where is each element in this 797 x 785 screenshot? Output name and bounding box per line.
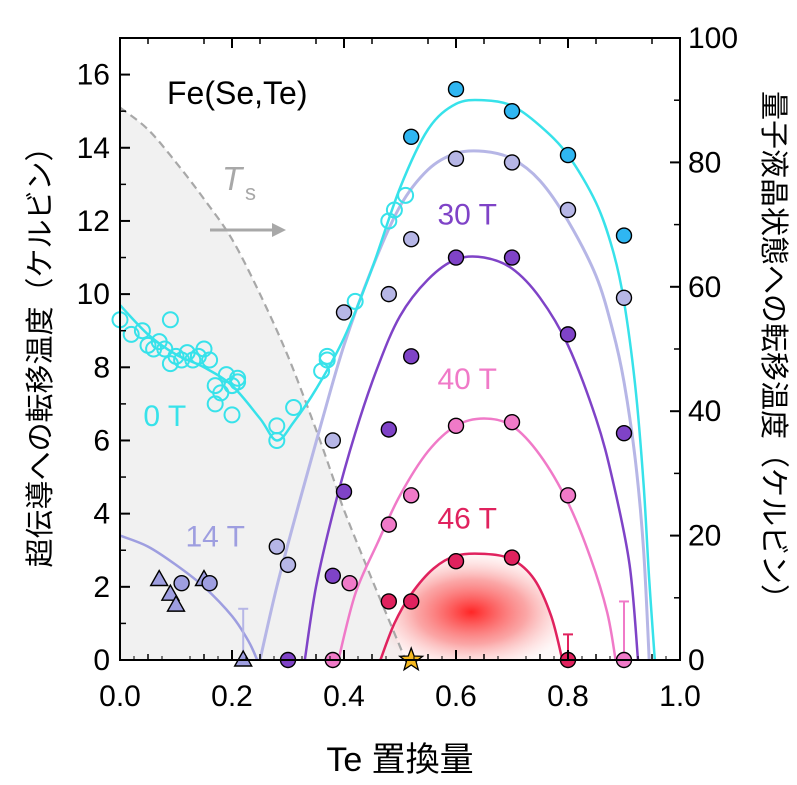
- point-14t-triangle: [149, 569, 169, 587]
- point-0t: [447, 81, 465, 98]
- y-right-tick-label: 0: [688, 644, 705, 677]
- point-46t: [380, 593, 397, 610]
- ts-curve: [120, 106, 407, 660]
- x-tick-label: 0.4: [323, 680, 365, 713]
- point-14t-triangle: [160, 583, 181, 601]
- point-0t-open: [161, 311, 179, 329]
- series-label-40t: 40 T: [437, 363, 497, 396]
- point-46t: [503, 549, 521, 566]
- y-left-tick-label: 16: [77, 59, 110, 92]
- point-46t: [447, 553, 465, 570]
- point-30t: [324, 567, 341, 585]
- point-14t: [559, 201, 577, 219]
- series-labels: 0 T 14 T 30 T 40 T 46 T: [143, 199, 497, 554]
- y-left-tick-label: 0: [93, 644, 110, 677]
- ts-label-main: T: [222, 160, 245, 197]
- point-30t: [447, 249, 465, 266]
- ts-label-sub: s: [245, 180, 256, 205]
- point-14t-low: [201, 574, 218, 592]
- point-0t-open: [397, 186, 415, 204]
- x-tick-label: 0.2: [211, 680, 253, 713]
- point-0t-open: [385, 201, 403, 219]
- point-14t-low: [173, 574, 190, 592]
- point-0t-open: [285, 399, 303, 417]
- point-0t-open: [223, 406, 241, 424]
- x-tick-label: 1.0: [659, 680, 701, 713]
- curve-14t: [258, 149, 651, 660]
- x-axis-label: Te 置換量: [326, 741, 473, 779]
- point-30t: [559, 326, 577, 343]
- y-left-tick-label: 14: [77, 132, 110, 165]
- point-14t: [403, 231, 420, 248]
- point-14t: [268, 538, 285, 555]
- dome-46t-region: [380, 553, 563, 660]
- errorbar-40t: [619, 600, 629, 660]
- point-14t: [615, 289, 633, 306]
- point-0t-open: [133, 322, 151, 340]
- point-14t: [380, 285, 397, 303]
- point-40t: [403, 487, 420, 504]
- point-30t: [380, 421, 397, 438]
- y-right-tick-label: 100: [688, 22, 738, 55]
- point-0t-open: [122, 325, 140, 343]
- point-0t: [403, 128, 420, 145]
- data-points: [111, 81, 633, 672]
- point-14t: [447, 150, 465, 167]
- ts-star-icon: [398, 646, 425, 672]
- chart-title: Fe(Se,Te): [167, 75, 307, 111]
- series-label-46t: 46 T: [437, 502, 497, 535]
- y-right-tick-label: 40: [688, 395, 721, 428]
- point-14t: [279, 556, 297, 574]
- point-40t: [559, 487, 577, 504]
- series-label-14t: 14 T: [185, 521, 245, 554]
- point-0t: [559, 146, 577, 164]
- point-14t: [503, 154, 521, 171]
- y-right-tick-label: 80: [688, 146, 721, 179]
- point-30t: [615, 424, 633, 442]
- y-left-tick-label: 12: [77, 205, 110, 238]
- point-0t-open: [201, 351, 219, 369]
- point-46t: [403, 593, 420, 610]
- x-tick-label: 0.6: [435, 680, 477, 713]
- ts-label: T s: [222, 160, 256, 205]
- y-left-tick-label: 10: [77, 278, 110, 311]
- axes-ticks: 0.0 0.2 0.4 0.6 0.8 1.00246810121416020406080…: [77, 22, 738, 713]
- x-tick-label: 0.0: [99, 680, 141, 713]
- point-14t-triangle: [166, 594, 186, 612]
- point-0t-open: [318, 347, 336, 365]
- curve-30t: [303, 255, 640, 660]
- point-0t-open: [268, 431, 286, 449]
- ts-shaded-region: [120, 107, 406, 660]
- point-14t-triangle: [233, 649, 253, 667]
- point-40t: [447, 417, 465, 435]
- point-40t: [341, 574, 358, 592]
- y-axis-label-right: 量子液晶状態への転移温度（ケルビン）: [757, 91, 790, 613]
- ts-arrow: [210, 223, 286, 237]
- point-30t: [503, 249, 521, 266]
- y-right-tick-label: 60: [688, 271, 721, 304]
- point-14t: [324, 432, 341, 449]
- point-0t-open: [229, 373, 247, 391]
- x-tick-label: 0.8: [547, 680, 589, 713]
- series-label-30t: 30 T: [437, 199, 497, 232]
- y-left-tick-label: 4: [93, 498, 110, 531]
- y-axis-label-left: 超伝導への転移温度（ケルビン）: [24, 132, 57, 567]
- point-30t: [403, 348, 420, 365]
- point-0t: [503, 102, 521, 120]
- point-0t: [615, 227, 633, 244]
- point-40t: [503, 413, 521, 431]
- curve-46t: [379, 552, 564, 660]
- point-40t: [380, 516, 397, 533]
- point-0t-open: [346, 292, 364, 310]
- y-left-tick-label: 2: [93, 571, 110, 604]
- point-30t: [335, 483, 353, 500]
- shaded-regions: [120, 107, 563, 660]
- y-left-tick-label: 6: [93, 424, 110, 457]
- series-label-0t: 0 T: [143, 400, 186, 433]
- y-right-tick-label: 20: [688, 520, 721, 553]
- curve-40t: [337, 417, 617, 660]
- point-14t: [335, 304, 353, 321]
- y-left-tick-label: 8: [93, 351, 110, 384]
